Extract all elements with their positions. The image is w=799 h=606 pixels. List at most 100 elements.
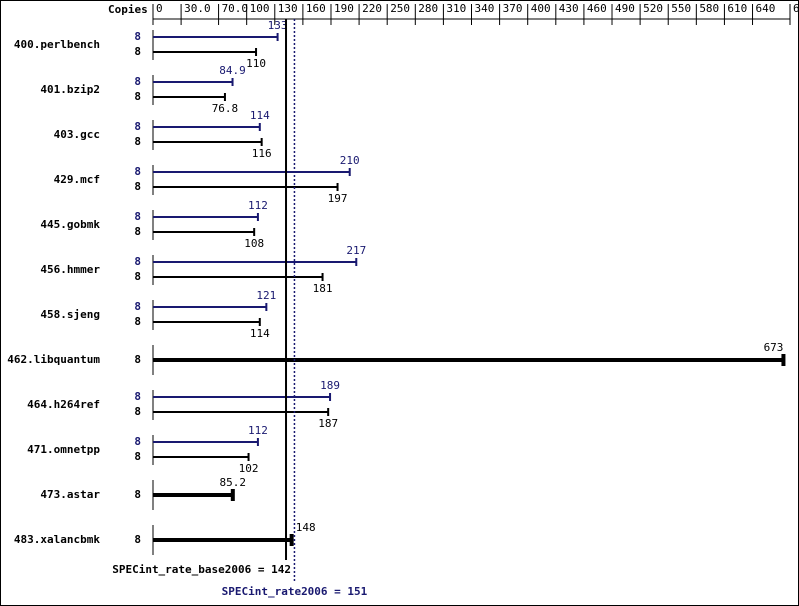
bar [153, 168, 351, 176]
bar [153, 453, 250, 461]
value-label: 112 [248, 199, 268, 212]
value-label: 148 [296, 521, 316, 534]
bar [153, 303, 268, 311]
copies-label: 8 [134, 435, 141, 448]
category-label: 483.xalancbmk [14, 533, 100, 546]
bar [153, 138, 263, 146]
x-tick-label: 460 [587, 2, 607, 15]
bar [153, 534, 294, 546]
bar [153, 78, 234, 86]
copies-label: 8 [134, 180, 141, 193]
x-tick-label: 400 [531, 2, 551, 15]
value-label: 121 [256, 289, 276, 302]
value-label: 181 [313, 282, 333, 295]
value-label: 187 [318, 417, 338, 430]
category-label: 464.h264ref [27, 398, 100, 411]
copies-label: 8 [134, 300, 141, 313]
x-tick-label: 430 [559, 2, 579, 15]
copies-label: 8 [134, 75, 141, 88]
value-label: 76.8 [212, 102, 239, 115]
copies-label: 8 [134, 390, 141, 403]
copies-label: 8 [134, 450, 141, 463]
copies-label: 8 [134, 225, 141, 238]
value-label: 189 [320, 379, 340, 392]
category-label: 473.astar [40, 488, 100, 501]
value-label: 85.2 [220, 476, 247, 489]
value-label: 108 [244, 237, 264, 250]
category-label: 401.bzip2 [40, 83, 100, 96]
x-tick-label: 220 [362, 2, 382, 15]
copies-label: 8 [134, 353, 141, 366]
x-tick-label: 550 [671, 2, 691, 15]
bar [153, 93, 226, 101]
x-tick-label: 370 [503, 2, 523, 15]
value-label: 197 [328, 192, 348, 205]
x-tick-label: 640 [756, 2, 776, 15]
copies-label: 8 [134, 165, 141, 178]
copies-label: 8 [134, 270, 141, 283]
x-tick-label: 190 [334, 2, 354, 15]
copies-label: 8 [134, 255, 141, 268]
reference-label: SPECint_rate_base2006 = 142 [112, 563, 291, 576]
copies-label: 8 [134, 120, 141, 133]
bar [153, 123, 261, 131]
category-label: 458.sjeng [40, 308, 100, 321]
value-label: 102 [239, 462, 259, 475]
bar [153, 318, 261, 326]
x-tick-label: 100 [250, 2, 270, 15]
x-tick-label: 250 [390, 2, 410, 15]
x-tick-label: 70.0 [222, 2, 249, 15]
x-tick-label: 280 [418, 2, 438, 15]
bar [153, 489, 235, 501]
copies-label: 8 [134, 45, 141, 58]
value-label: 114 [250, 109, 270, 122]
x-tick-label: 310 [446, 2, 466, 15]
category-label: 456.hmmer [40, 263, 100, 276]
bar [153, 354, 786, 366]
reference-label: SPECint_rate2006 = 151 [222, 585, 368, 598]
bar [153, 183, 339, 191]
bar [153, 48, 258, 56]
x-tick-label: 160 [306, 2, 326, 15]
value-label: 673 [764, 341, 784, 354]
category-label: 471.omnetpp [27, 443, 100, 456]
x-tick-label: 30.0 [184, 2, 211, 15]
x-tick-label: 680 [793, 2, 799, 15]
bar [153, 258, 358, 266]
copies-label: 8 [134, 405, 141, 418]
category-label: 462.libquantum [7, 353, 100, 366]
value-label: 116 [252, 147, 272, 160]
value-label: 217 [346, 244, 366, 257]
bar [153, 393, 332, 401]
value-label: 84.9 [219, 64, 246, 77]
x-tick-label: 0 [156, 2, 163, 15]
category-label: 429.mcf [54, 173, 100, 186]
copies-label: 8 [134, 315, 141, 328]
copies-label: 8 [134, 30, 141, 43]
copies-label: 8 [134, 210, 141, 223]
x-tick-label: 340 [475, 2, 495, 15]
value-label: 110 [246, 57, 266, 70]
copies-label: 8 [134, 90, 141, 103]
category-label: 403.gcc [54, 128, 100, 141]
copies-label: 8 [134, 488, 141, 501]
x-tick-label: 520 [643, 2, 663, 15]
category-label: 445.gobmk [40, 218, 100, 231]
value-label: 133 [268, 19, 288, 32]
category-label: 400.perlbench [14, 38, 100, 51]
copies-header: Copies [108, 3, 148, 16]
bar [153, 408, 330, 416]
value-label: 210 [340, 154, 360, 167]
value-label: 114 [250, 327, 270, 340]
bar [153, 213, 259, 221]
x-tick-label: 580 [699, 2, 719, 15]
copies-label: 8 [134, 135, 141, 148]
x-tick-label: 490 [615, 2, 635, 15]
bar [153, 33, 279, 41]
bar [153, 438, 259, 446]
x-tick-label: 610 [727, 2, 747, 15]
value-label: 112 [248, 424, 268, 437]
bar [153, 228, 256, 236]
